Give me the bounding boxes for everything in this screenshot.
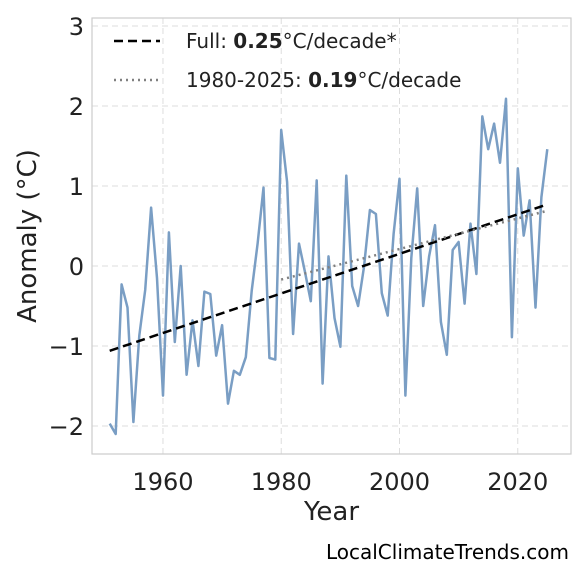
legend-entry-1980-2025: 1980-2025: 0.19°C/decade bbox=[186, 68, 461, 92]
watermark-text: LocalClimateTrends.com bbox=[326, 540, 569, 564]
legend-entry-full: Full: 0.25°C/decade* bbox=[186, 29, 397, 53]
legend-full-prefix: Full: bbox=[186, 29, 233, 53]
legend-recent-value: 0.19 bbox=[308, 68, 357, 92]
y-tick-label: 3 bbox=[69, 13, 84, 41]
y-tick-label: −1 bbox=[49, 333, 84, 361]
plot-frame bbox=[91, 17, 572, 455]
x-tick-label: 1960 bbox=[132, 468, 193, 496]
legend-full-value: 0.25 bbox=[233, 29, 282, 53]
tick-labels: 1960 1980 2000 2020 −2 −1 0 1 2 3 bbox=[49, 13, 549, 496]
trend-line-1980-2025 bbox=[280, 209, 548, 281]
x-axis-label: Year bbox=[303, 497, 359, 527]
x-tick-label: 2000 bbox=[369, 468, 430, 496]
legend-recent-prefix: 1980-2025: bbox=[186, 68, 308, 92]
series-layer bbox=[108, 97, 549, 436]
y-tick-label: 2 bbox=[69, 93, 84, 121]
legend-full-suffix: °C/decade* bbox=[283, 29, 397, 53]
y-tick-label: −2 bbox=[49, 413, 84, 441]
y-tick-label: 0 bbox=[69, 253, 84, 281]
y-tick-label: 1 bbox=[69, 173, 84, 201]
x-tick-label: 1980 bbox=[251, 468, 312, 496]
x-tick-label: 2020 bbox=[487, 468, 548, 496]
legend: Full: 0.25°C/decade* 1980-2025: 0.19°C/d… bbox=[114, 29, 461, 92]
y-axis-label: Anomaly (°C) bbox=[13, 149, 43, 323]
anomaly-series-line bbox=[108, 97, 549, 436]
legend-recent-suffix: °C/decade bbox=[357, 68, 461, 92]
